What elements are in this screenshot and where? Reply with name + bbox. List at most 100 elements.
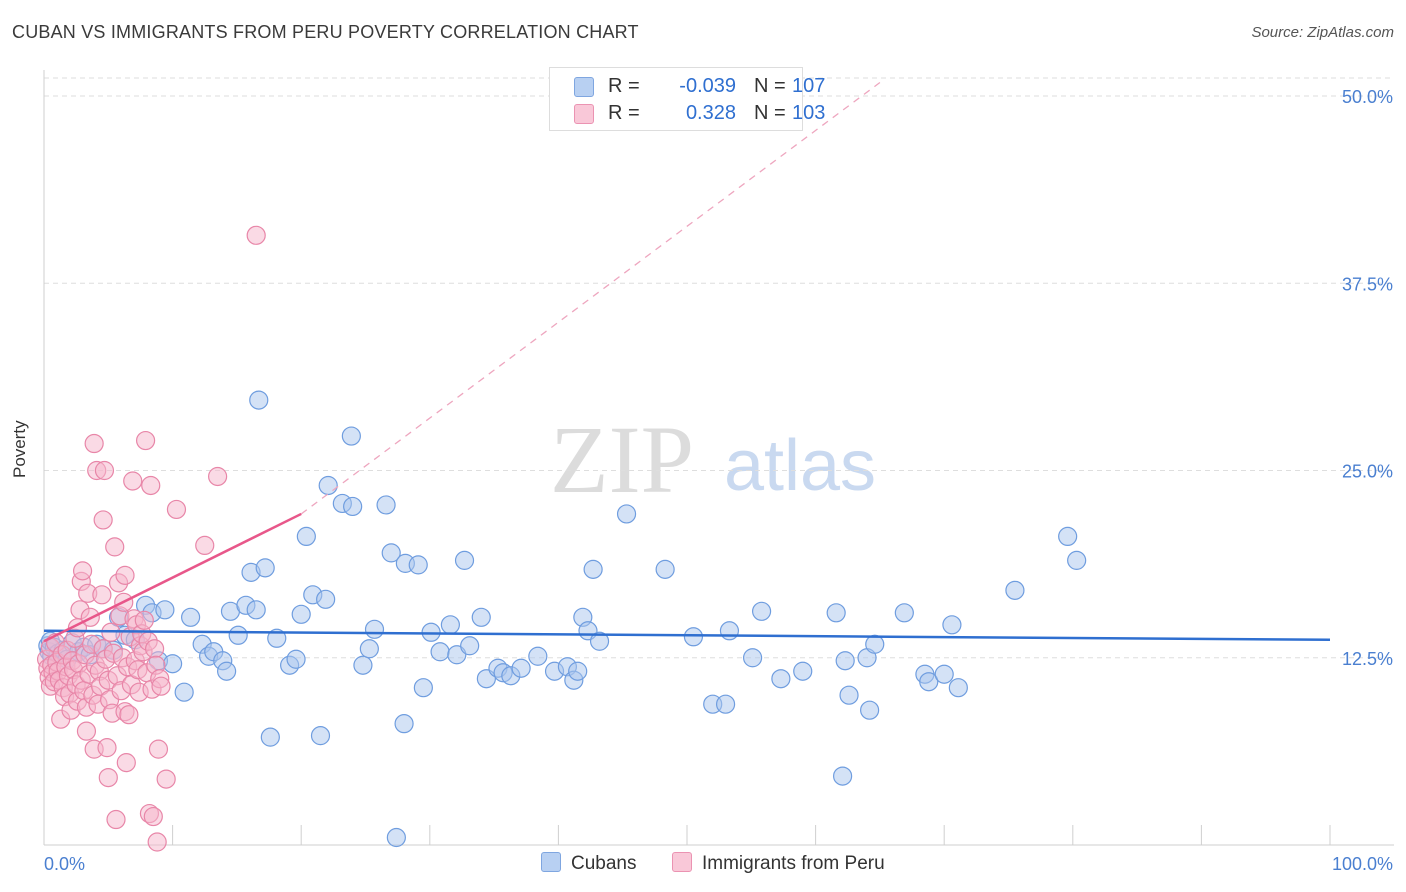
legend-r-value: 0.328 (685, 102, 736, 124)
peru-point (119, 705, 139, 725)
cubans-point (826, 603, 846, 623)
bottom-legend-peru: Immigrants from Peru (672, 852, 885, 876)
cubans-point (155, 600, 175, 620)
legend-r-label: R = (608, 102, 640, 124)
peru-legend-swatch (672, 852, 692, 872)
y-tick-label: 50.0% (1342, 87, 1393, 107)
correlation-legend: R = -0.039 N = 107 R = 0.328 N = 103 (549, 67, 825, 131)
cubans-point (316, 589, 336, 609)
cubans-point (291, 604, 311, 624)
cubans-point (440, 615, 460, 635)
cubans-point (715, 694, 736, 714)
cubans-point (217, 661, 237, 681)
cubans-point (359, 639, 379, 659)
peru-swatch (574, 104, 594, 124)
cubans-point (174, 682, 194, 702)
peru-point (76, 721, 97, 741)
cubans-point (246, 600, 266, 620)
cubans-point (528, 646, 548, 666)
cubans-point (381, 543, 401, 563)
cubans-point (1058, 526, 1078, 547)
cubans-point (267, 628, 287, 648)
legend-n-label: N = (754, 102, 786, 124)
peru-point (166, 499, 187, 520)
peru-trend-extension (300, 81, 881, 515)
cubans-point (376, 495, 396, 515)
cubans-point (260, 727, 280, 747)
cubans-point (948, 678, 968, 698)
peru-trend-line (43, 512, 302, 643)
peru-point (98, 767, 118, 788)
peru-point (148, 739, 169, 759)
cubans-point (835, 651, 855, 671)
cubans-point (460, 636, 480, 656)
peru-point (143, 806, 163, 827)
cubans-point (751, 601, 772, 621)
cubans-point (655, 559, 675, 579)
cubans-point (228, 625, 248, 645)
legend-n-label: N = (754, 75, 786, 97)
legend-n-value: 107 (792, 75, 826, 97)
cubans-point (343, 496, 363, 517)
cubans-point (793, 661, 813, 681)
trend-lines (43, 81, 1331, 643)
peru-point (92, 585, 112, 605)
cubans-point (181, 607, 201, 627)
peru-point (106, 809, 126, 830)
watermark-zip: ZIP (550, 406, 694, 513)
cubans-point (364, 619, 385, 639)
bottom-legend-cubans: Cubans (541, 852, 637, 876)
cubans-point (589, 631, 610, 651)
peru-point (123, 471, 143, 491)
x-tick-label-min: 0.0% (44, 854, 85, 874)
cubans-point (430, 642, 450, 662)
peru-point (151, 676, 171, 696)
cubans-point (919, 672, 939, 692)
y-tick-label: 25.0% (1342, 462, 1393, 482)
peru-legend-label: Immigrants from Peru (702, 853, 885, 874)
cubans-legend-swatch (541, 852, 561, 872)
legend-r-value: -0.039 (679, 75, 736, 97)
peru-point (97, 738, 117, 758)
cubans-point (860, 700, 880, 720)
peru-point (144, 639, 165, 659)
peru-point (116, 753, 136, 773)
peru-point (105, 537, 125, 557)
axes (43, 70, 1394, 846)
cubans-point (163, 654, 183, 674)
cubans-point (771, 669, 791, 689)
cubans-point (318, 475, 338, 496)
cubans-point (341, 426, 361, 446)
cubans-point (394, 714, 414, 734)
watermark-atlas: atlas (724, 426, 876, 506)
peru-point (93, 510, 113, 530)
cubans-point (1005, 580, 1025, 600)
cubans-point (719, 621, 740, 641)
cubans-point (255, 558, 275, 578)
peru-point (84, 433, 104, 454)
peru-points (36, 225, 266, 852)
cubans-point (568, 661, 588, 681)
cubans-point (616, 504, 637, 524)
peru-point (115, 565, 135, 585)
cubans-point (454, 550, 475, 570)
legend-r-label: R = (608, 75, 640, 97)
peru-point (94, 460, 115, 481)
peru-point (156, 769, 176, 789)
cubans-swatch (574, 77, 594, 97)
cubans-point (839, 685, 859, 705)
y-tick-label: 12.5% (1342, 649, 1393, 669)
cubans-point (894, 603, 914, 623)
cubans-point (683, 627, 704, 647)
cubans-point (865, 634, 885, 654)
chart-title: CUBAN VS IMMIGRANTS FROM PERU POVERTY CO… (12, 22, 639, 42)
peru-point (141, 475, 161, 496)
cubans-point (413, 678, 433, 698)
peru-point (134, 610, 154, 630)
cubans-trend-line (43, 629, 1331, 642)
cubans-point (353, 655, 373, 675)
source-credit: Source: ZipAtlas.com (1251, 24, 1394, 41)
cubans-point (742, 648, 763, 668)
legend-n-value: 103 (792, 102, 826, 124)
